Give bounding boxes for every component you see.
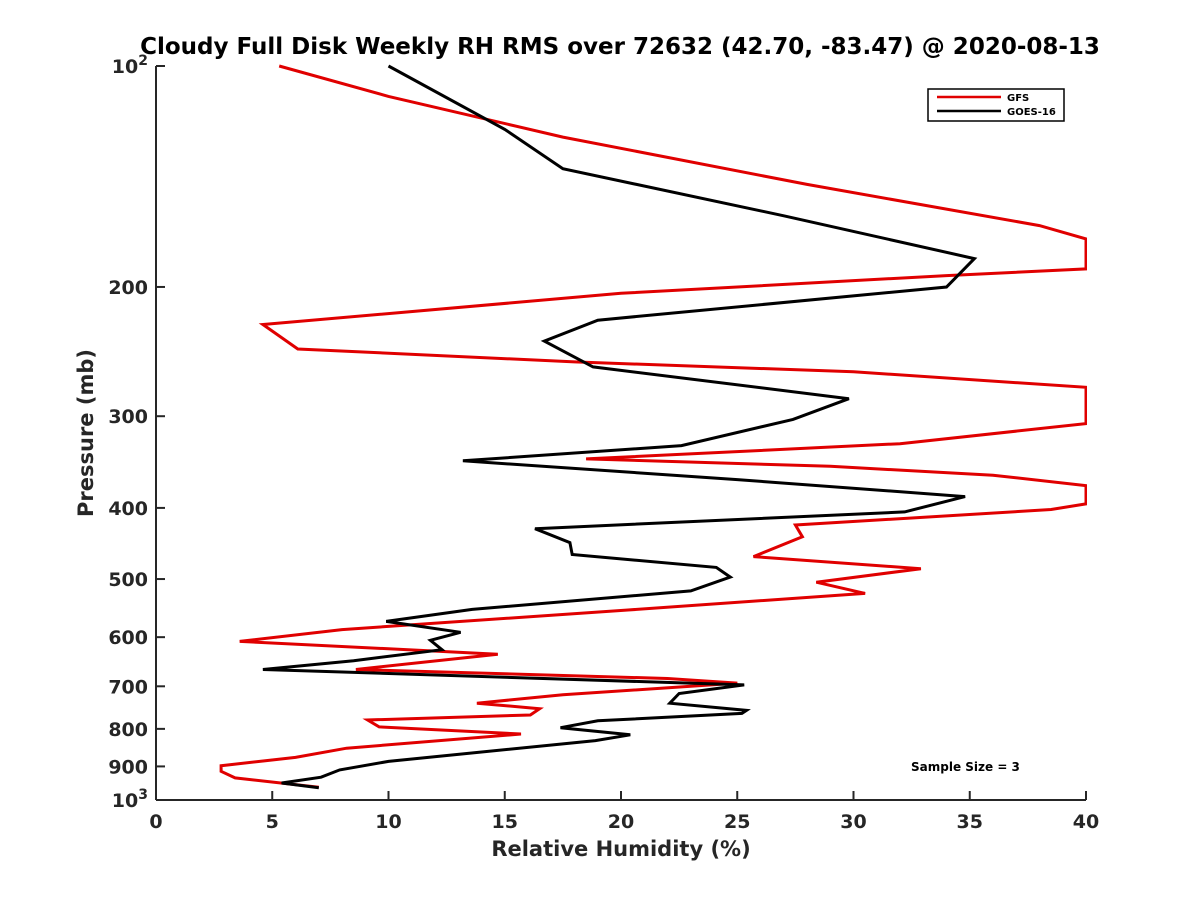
- y-tick-label: 102: [112, 53, 148, 78]
- y-tick-label: 800: [108, 719, 148, 741]
- x-tick-label: 5: [266, 811, 279, 833]
- sample-size-annotation: Sample Size = 3: [911, 760, 1020, 774]
- x-tick-label: 40: [1073, 811, 1099, 833]
- series-line-gfs: [219, 64, 1087, 789]
- series-layer: [219, 64, 1087, 790]
- legend-label-gfs: GFS: [1007, 93, 1029, 104]
- chart-title: Cloudy Full Disk Weekly RH RMS over 7263…: [140, 34, 1100, 60]
- y-tick-label: 103: [112, 787, 148, 812]
- y-tick-label: 200: [108, 277, 148, 299]
- legend: GFS GOES-16: [927, 88, 1065, 122]
- legend-box: [927, 88, 1065, 122]
- y-tick-label: 700: [108, 676, 148, 698]
- x-tick-group: 0 5 10 15 20 25 30 35 40: [149, 791, 1099, 833]
- y-tick-label: 400: [108, 498, 148, 520]
- y-tick-label: 500: [108, 569, 148, 591]
- y-axis-label: Pressure (mb): [74, 349, 98, 517]
- legend-label-goes16: GOES-16: [1007, 107, 1056, 118]
- y-tick-group: 102 200 300 400 500 600 700 800 900 103: [108, 53, 165, 812]
- x-tick-label: 0: [149, 811, 162, 833]
- x-tick-label: 35: [957, 811, 983, 833]
- x-tick-label: 25: [724, 811, 750, 833]
- y-tick-label: 900: [108, 756, 148, 778]
- series-line-goes16: [262, 64, 978, 790]
- x-tick-label: 20: [608, 811, 634, 833]
- x-tick-label: 15: [492, 811, 518, 833]
- x-tick-label: 10: [375, 811, 401, 833]
- y-tick-label: 300: [108, 406, 148, 428]
- x-tick-label: 30: [840, 811, 866, 833]
- x-axis-label: Relative Humidity (%): [491, 837, 750, 861]
- y-tick-label: 600: [108, 627, 148, 649]
